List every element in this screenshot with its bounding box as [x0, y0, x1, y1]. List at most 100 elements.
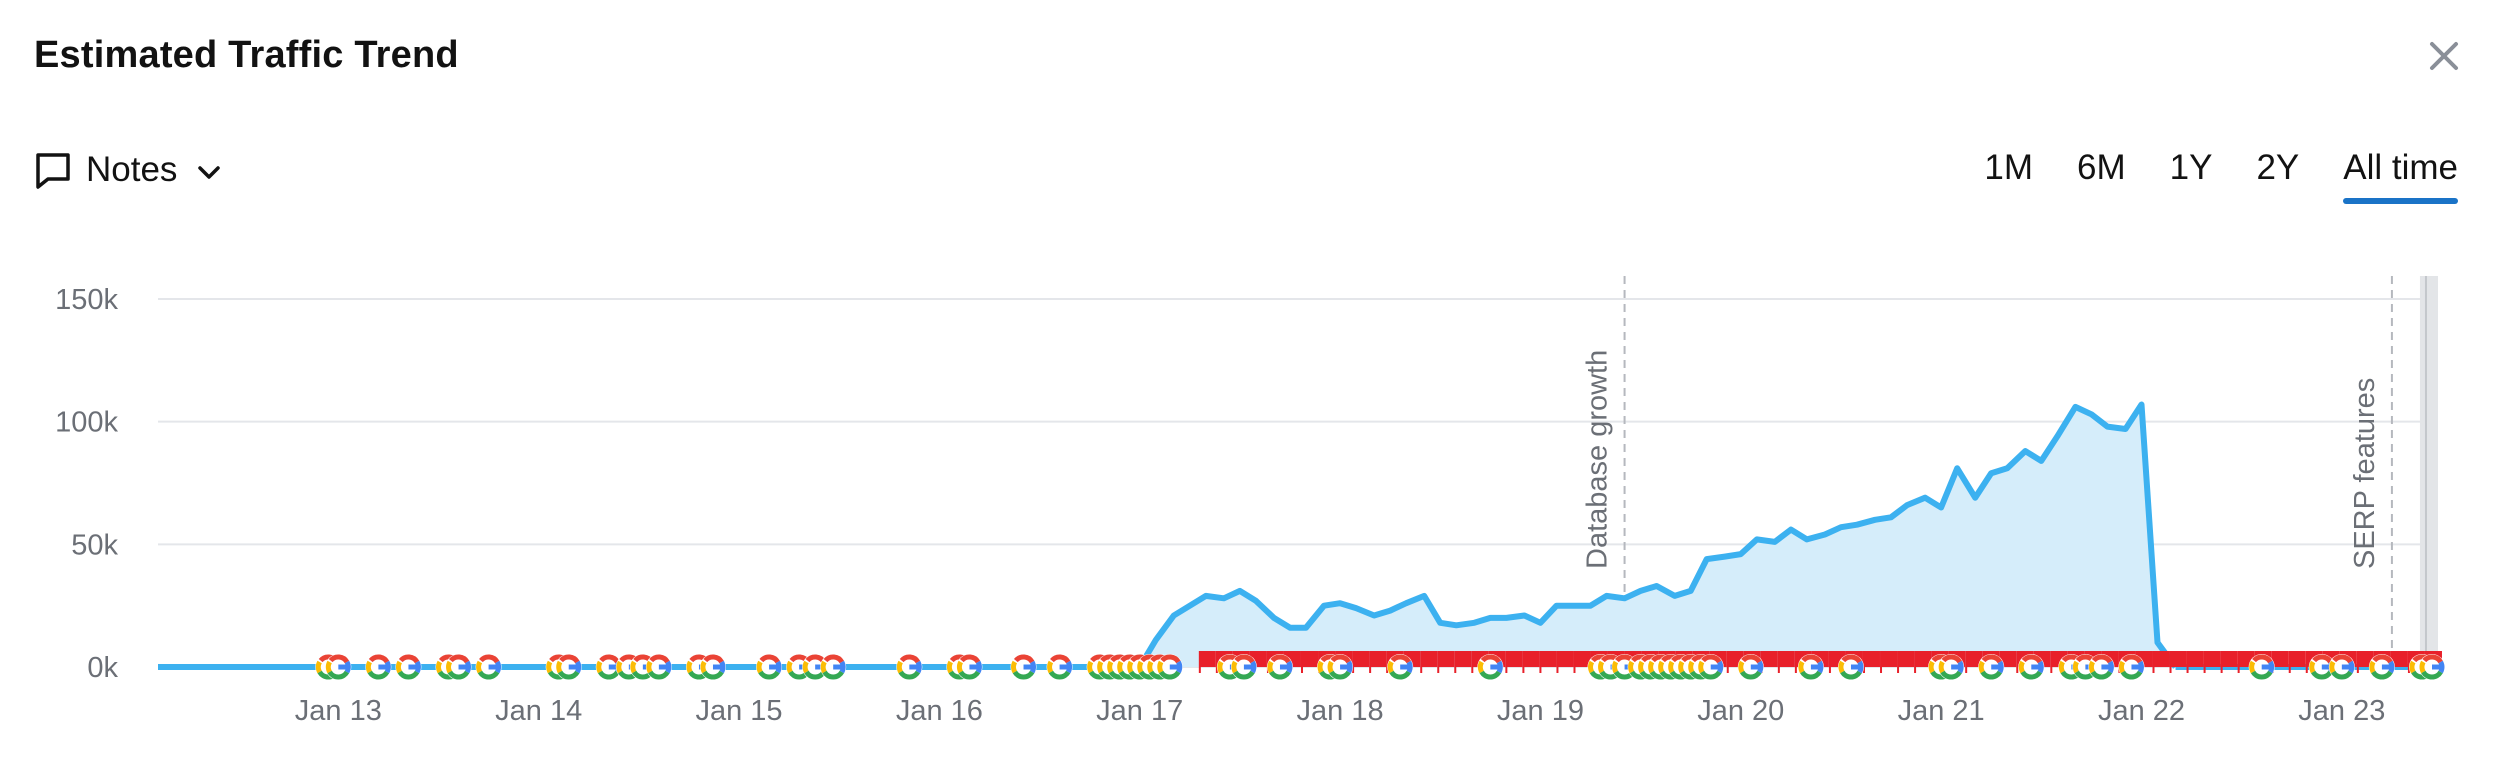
- google-update-icon[interactable]: [699, 654, 726, 680]
- y-tick-label: 150k: [55, 284, 118, 316]
- google-icon-arc: [758, 670, 780, 680]
- google-icon-arc: [2091, 654, 2113, 664]
- google-icon-arc: [1798, 660, 1805, 674]
- google-icon-arc: [1588, 660, 1595, 674]
- google-update-icon[interactable]: [1837, 654, 1864, 680]
- google-icon-arc: [1941, 654, 1962, 664]
- range-1m[interactable]: 1M: [1984, 148, 2033, 187]
- google-update-icon[interactable]: [2248, 654, 2275, 680]
- google-update-icon[interactable]: [325, 654, 352, 680]
- x-tick-label: Jan 13: [295, 695, 382, 727]
- google-icon-arc: [557, 670, 580, 680]
- google-icon-arc: [2312, 654, 2333, 664]
- google-icon-arc: [1097, 660, 1104, 674]
- notes-dropdown[interactable]: Notes: [34, 150, 223, 190]
- today-band: [2419, 276, 2438, 667]
- google-icon-arc: [1838, 660, 1845, 674]
- google-icon-arc: [703, 654, 724, 664]
- google-icon-arc: [946, 660, 954, 674]
- range-1y[interactable]: 1Y: [2169, 148, 2213, 187]
- google-icon-arc: [2421, 670, 2443, 680]
- google-icon-arc: [1612, 660, 1619, 674]
- google-icon-arc: [1231, 660, 1238, 674]
- google-update-icon[interactable]: [820, 654, 847, 680]
- google-update-icon[interactable]: [2018, 654, 2045, 680]
- range-all-time[interactable]: All time: [2343, 148, 2458, 204]
- google-icon-arc: [1269, 670, 1291, 680]
- google-update-icon[interactable]: [1327, 654, 1354, 680]
- google-update-icon[interactable]: [2418, 654, 2445, 680]
- x-tick-label: Jan 15: [695, 695, 782, 727]
- flag-marker: [1574, 651, 1591, 667]
- flag-marker: [1523, 651, 1540, 667]
- google-icon-arc: [958, 670, 981, 680]
- google-icon-arc: [2310, 670, 2333, 680]
- google-icon-arc: [597, 670, 620, 680]
- google-update-icon[interactable]: [2118, 654, 2145, 680]
- google-update-icon[interactable]: [2368, 654, 2395, 680]
- google-update-icon[interactable]: [1938, 654, 1965, 680]
- google-icon-arc: [2422, 654, 2443, 664]
- google-update-icon[interactable]: [956, 654, 983, 680]
- google-update-icon[interactable]: [365, 654, 392, 680]
- google-update-icon[interactable]: [756, 654, 783, 680]
- flag-marker: [1421, 651, 1438, 667]
- google-icon-arc: [1980, 670, 2003, 680]
- google-icon-arc: [1157, 660, 1164, 674]
- google-update-icon[interactable]: [1978, 654, 2005, 680]
- google-icon-arc: [820, 660, 827, 674]
- google-icon-arc: [756, 660, 763, 674]
- google-update-icon[interactable]: [595, 654, 622, 680]
- google-update-icon[interactable]: [896, 654, 923, 680]
- close-icon[interactable]: [2426, 38, 2462, 74]
- google-update-icon[interactable]: [395, 654, 422, 680]
- google-icon-arc: [2332, 654, 2353, 664]
- flag-marker: [2391, 651, 2408, 667]
- google-update-icon[interactable]: [1230, 654, 1257, 680]
- range-2y[interactable]: 2Y: [2256, 148, 2300, 187]
- google-icon-arc: [1137, 660, 1144, 674]
- google-update-icon[interactable]: [645, 654, 672, 680]
- google-icon-arc: [1840, 670, 1862, 680]
- google-update-icon[interactable]: [1797, 654, 1824, 680]
- google-icon-arc: [395, 660, 403, 674]
- y-tick-label: 100k: [55, 407, 118, 439]
- range-6m[interactable]: 6M: [2077, 148, 2126, 187]
- google-update-icon[interactable]: [2088, 654, 2115, 680]
- google-update-icon[interactable]: [475, 654, 502, 680]
- google-update-icon[interactable]: [1156, 654, 1183, 680]
- google-icon-arc: [1628, 660, 1635, 674]
- google-update-icon[interactable]: [445, 654, 472, 680]
- google-icon-arc: [2252, 654, 2273, 664]
- google-update-icon[interactable]: [2328, 654, 2355, 680]
- panel-title: Estimated Traffic Trend: [34, 34, 459, 76]
- google-update-icon[interactable]: [1477, 654, 1504, 680]
- comment-icon: [36, 153, 70, 189]
- google-update-icon[interactable]: [555, 654, 582, 680]
- google-icon-arc: [1701, 654, 1722, 664]
- google-update-icon[interactable]: [1697, 654, 1724, 680]
- google-update-icon[interactable]: [1046, 654, 1073, 680]
- google-icon-arc: [648, 670, 670, 680]
- annotation-label: SERP features: [2349, 378, 2381, 569]
- flag-marker: [1898, 651, 1915, 667]
- time-range-selector: 1M 6M 1Y 2Y All time: [1984, 148, 2458, 204]
- x-tick-label: Jan 17: [1096, 695, 1183, 727]
- google-icon-arc: [1658, 660, 1665, 674]
- flag-marker: [2289, 651, 2306, 667]
- google-icon-arc: [2088, 660, 2096, 674]
- google-icon-arc: [1317, 660, 1324, 674]
- flag-marker: [1778, 651, 1795, 667]
- flag-marker: [2187, 651, 2204, 667]
- google-update-icon[interactable]: [1266, 654, 1293, 680]
- google-icon-arc: [368, 654, 390, 664]
- google-update-icon[interactable]: [1737, 654, 1764, 680]
- google-icon-arc: [1327, 660, 1334, 674]
- flag-marker: [2221, 651, 2238, 667]
- flag-marker: [1881, 651, 1898, 667]
- x-tick-label: Jan 20: [1697, 695, 1784, 727]
- google-update-icon[interactable]: [1387, 654, 1414, 680]
- google-icon-arc: [479, 654, 500, 664]
- google-update-icon[interactable]: [1010, 654, 1037, 680]
- series-area: [158, 404, 2176, 667]
